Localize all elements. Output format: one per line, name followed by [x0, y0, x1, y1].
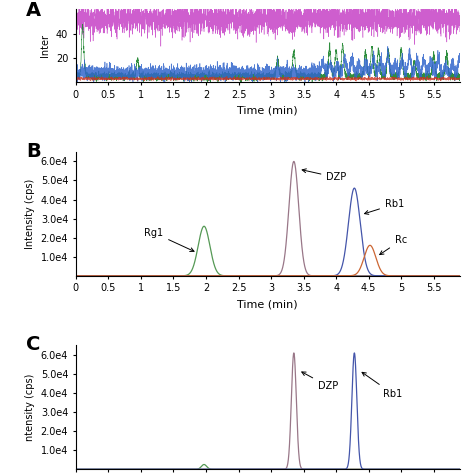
Text: A: A — [26, 1, 41, 20]
Text: B: B — [26, 142, 41, 161]
Text: Rb1: Rb1 — [362, 373, 402, 399]
X-axis label: Time (min): Time (min) — [237, 299, 298, 309]
Text: Rb1: Rb1 — [365, 199, 404, 214]
Y-axis label: Inter: Inter — [40, 35, 50, 57]
Text: DZP: DZP — [302, 169, 346, 182]
Text: DZP: DZP — [302, 372, 338, 391]
Y-axis label: Intensity (cps): Intensity (cps) — [25, 179, 35, 249]
Y-axis label: ntensity (cps): ntensity (cps) — [25, 374, 35, 441]
Text: C: C — [26, 336, 40, 355]
Text: Rg1: Rg1 — [144, 228, 194, 252]
Text: Rc: Rc — [380, 236, 407, 255]
X-axis label: Time (min): Time (min) — [237, 106, 298, 116]
